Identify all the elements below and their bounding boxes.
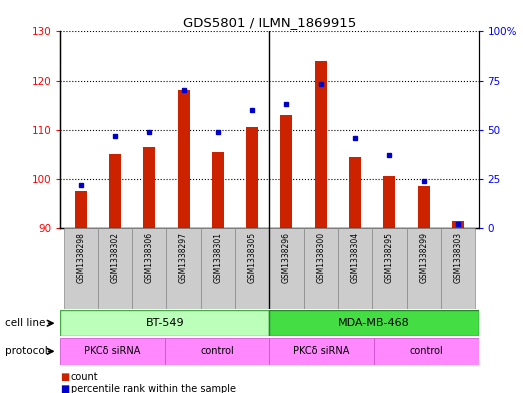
Text: GSM1338298: GSM1338298 bbox=[76, 232, 85, 283]
Text: GSM1338300: GSM1338300 bbox=[316, 232, 325, 283]
Bar bbox=[235, 228, 269, 309]
Text: ■: ■ bbox=[60, 384, 70, 393]
Bar bbox=[201, 228, 235, 309]
Text: GSM1338297: GSM1338297 bbox=[179, 232, 188, 283]
Bar bbox=[165, 338, 269, 365]
Bar bbox=[383, 176, 395, 228]
Bar bbox=[406, 228, 441, 309]
Bar bbox=[374, 338, 479, 365]
Bar bbox=[338, 228, 372, 309]
Bar bbox=[349, 157, 361, 228]
Text: PKCδ siRNA: PKCδ siRNA bbox=[293, 346, 350, 356]
Text: ■: ■ bbox=[60, 372, 70, 382]
Bar bbox=[64, 228, 98, 309]
Text: GSM1338306: GSM1338306 bbox=[145, 232, 154, 283]
Text: GSM1338302: GSM1338302 bbox=[110, 232, 120, 283]
Bar bbox=[178, 90, 190, 228]
Text: control: control bbox=[200, 346, 234, 356]
Bar bbox=[60, 338, 165, 365]
Text: GSM1338301: GSM1338301 bbox=[213, 232, 222, 283]
Bar bbox=[452, 220, 464, 228]
Bar bbox=[269, 338, 374, 365]
Text: MDA-MB-468: MDA-MB-468 bbox=[338, 318, 410, 328]
Bar bbox=[280, 115, 292, 228]
Text: control: control bbox=[410, 346, 443, 356]
Bar bbox=[269, 310, 479, 336]
Bar bbox=[212, 152, 224, 228]
Bar bbox=[246, 127, 258, 228]
Text: percentile rank within the sample: percentile rank within the sample bbox=[71, 384, 235, 393]
Bar bbox=[304, 228, 338, 309]
Text: GSM1338299: GSM1338299 bbox=[419, 232, 428, 283]
Title: GDS5801 / ILMN_1869915: GDS5801 / ILMN_1869915 bbox=[183, 16, 356, 29]
Text: GSM1338295: GSM1338295 bbox=[385, 232, 394, 283]
Bar bbox=[269, 228, 304, 309]
Bar bbox=[418, 186, 430, 228]
Bar bbox=[143, 147, 155, 228]
Bar bbox=[315, 61, 327, 228]
Text: count: count bbox=[71, 372, 98, 382]
Text: BT-549: BT-549 bbox=[145, 318, 184, 328]
Text: cell line: cell line bbox=[5, 318, 46, 328]
Bar bbox=[98, 228, 132, 309]
Bar bbox=[166, 228, 201, 309]
Text: protocol: protocol bbox=[5, 346, 48, 356]
Text: GSM1338296: GSM1338296 bbox=[282, 232, 291, 283]
Text: GSM1338305: GSM1338305 bbox=[248, 232, 257, 283]
Bar bbox=[75, 191, 87, 228]
Text: PKCδ siRNA: PKCδ siRNA bbox=[84, 346, 141, 356]
Bar bbox=[441, 228, 475, 309]
Bar bbox=[132, 228, 166, 309]
Bar bbox=[60, 310, 269, 336]
Bar bbox=[372, 228, 406, 309]
Bar bbox=[109, 154, 121, 228]
Text: GSM1338303: GSM1338303 bbox=[453, 232, 462, 283]
Text: GSM1338304: GSM1338304 bbox=[350, 232, 360, 283]
